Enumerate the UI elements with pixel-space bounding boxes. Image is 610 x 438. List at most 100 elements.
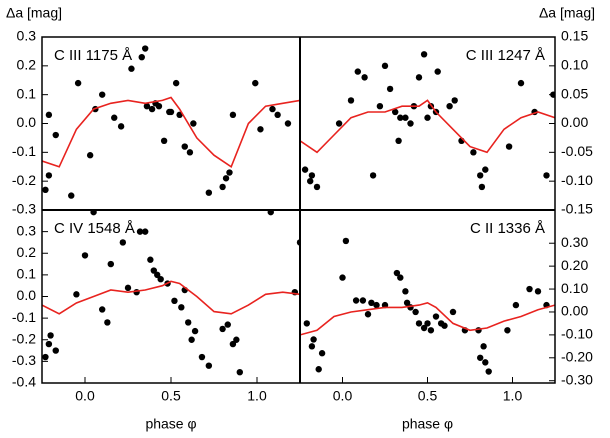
data-point <box>412 308 419 316</box>
data-point <box>229 340 237 348</box>
y-axis-label: Δa [mag] <box>6 5 62 21</box>
y-tick-label: -0.15 <box>561 201 593 217</box>
data-point <box>441 322 448 329</box>
data-point <box>185 319 192 326</box>
y-tick-label: 0.0 <box>17 287 37 303</box>
fit-line <box>42 96 300 169</box>
data-point <box>86 152 94 159</box>
data-point <box>190 120 197 127</box>
data-point <box>392 108 399 116</box>
data-point <box>224 321 231 328</box>
data-point <box>68 192 75 199</box>
data-point <box>269 105 276 113</box>
data-point <box>148 105 156 113</box>
y-tick-label: 0.0 <box>17 114 37 130</box>
y-tick-label: -0.20 <box>561 348 593 364</box>
panel-title: C II 1336 Å <box>470 220 545 237</box>
data-point <box>99 306 106 313</box>
data-point <box>45 172 53 179</box>
x-axis-label: phase φ <box>145 416 196 432</box>
data-point <box>449 308 457 316</box>
data-point <box>369 172 377 179</box>
data-point <box>142 45 149 52</box>
panel-title: C III 1247 Å <box>466 47 545 64</box>
y-tick-label: 0.15 <box>561 28 588 44</box>
y-tick-label: 0.30 <box>561 234 588 250</box>
y-tick-label: 0.00 <box>561 303 588 319</box>
y-tick-label: -0.1 <box>12 143 36 159</box>
data-point <box>407 120 414 127</box>
y-tick-label: 0.2 <box>17 244 37 260</box>
data-point <box>373 301 380 309</box>
y-tick-label: -0.2 <box>12 172 36 188</box>
data-point <box>402 114 409 121</box>
data-point <box>219 325 226 333</box>
data-point <box>424 320 431 327</box>
data-point <box>73 291 80 298</box>
data-point <box>172 79 180 87</box>
data-point <box>451 97 458 104</box>
y-tick-label: -0.4 <box>12 374 36 390</box>
data-point <box>284 120 292 127</box>
data-point <box>432 313 440 320</box>
data-point <box>47 332 54 339</box>
data-point <box>303 320 310 327</box>
y-tick-label: 0.2 <box>17 57 37 73</box>
data-point <box>485 368 492 375</box>
x-tick-label: 1.0 <box>247 388 267 404</box>
data-point <box>424 114 431 121</box>
data-point <box>226 169 233 176</box>
data-point <box>482 359 489 366</box>
data-point <box>315 366 322 373</box>
y-tick-label: -0.30 <box>561 371 593 387</box>
data-point <box>42 186 49 194</box>
y-tick-label: -0.1 <box>12 309 36 325</box>
data-point <box>219 183 226 191</box>
fit-line <box>42 280 300 315</box>
data-point <box>402 288 409 295</box>
panel-title: C III 1175 Å <box>54 47 132 64</box>
y-tick-label: 0.10 <box>561 57 588 73</box>
y-tick-label: -0.3 <box>12 201 36 217</box>
y-tick-label: 0.20 <box>561 257 588 273</box>
data-point <box>233 336 240 343</box>
y-tick-label: -0.2 <box>12 330 36 346</box>
data-point <box>517 79 525 87</box>
x-tick-label: 0.5 <box>161 388 181 404</box>
data-point <box>138 53 145 61</box>
data-point <box>318 350 326 357</box>
x-tick-label: 0.0 <box>333 388 353 404</box>
data-point <box>420 324 428 332</box>
data-point <box>160 137 168 144</box>
fit-line <box>300 301 555 336</box>
data-point <box>308 172 316 179</box>
data-point <box>157 276 164 283</box>
data-point <box>397 114 404 121</box>
data-point <box>117 123 125 130</box>
data-point <box>310 336 317 343</box>
data-point <box>198 353 206 361</box>
data-point <box>188 336 195 343</box>
data-point <box>534 288 542 295</box>
data-point <box>386 85 394 93</box>
data-point <box>136 228 144 235</box>
data-point <box>124 284 132 292</box>
data-point <box>107 260 115 268</box>
data-point <box>52 131 59 139</box>
data-point <box>52 347 59 354</box>
data-point <box>415 74 423 81</box>
y-tick-label: 0.3 <box>17 222 37 238</box>
data-point <box>478 183 486 191</box>
data-point <box>236 368 243 376</box>
data-point <box>393 269 401 277</box>
data-point <box>403 299 411 307</box>
data-point <box>167 108 175 116</box>
y-tick-label: 0.1 <box>17 85 37 101</box>
data-point <box>222 175 230 182</box>
data-point <box>90 210 97 216</box>
y-axis-label: Δa [mag] <box>539 5 595 21</box>
x-tick-label: 1.0 <box>503 388 523 404</box>
x-tick-label: 0.5 <box>418 388 438 404</box>
data-point <box>550 91 555 98</box>
